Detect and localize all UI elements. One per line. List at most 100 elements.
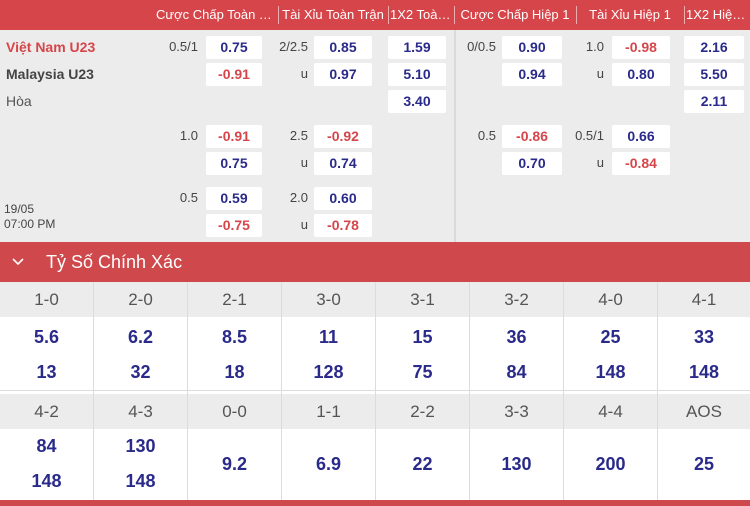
ft-handicap-home-odds[interactable]: -0.91 xyxy=(206,125,262,148)
grid-divider xyxy=(281,282,282,500)
home-score-odds[interactable]: 36 xyxy=(506,327,527,347)
away-team-name: Malaysia U23 xyxy=(6,66,94,82)
home-score-odds[interactable]: 25 xyxy=(600,327,621,347)
ft-handicap-line: 0.5 xyxy=(179,190,198,205)
score-cell: 3-1 15 75 xyxy=(376,282,469,390)
ft-handicap-home-odds[interactable]: 0.75 xyxy=(206,36,262,59)
chevron-down-icon[interactable] xyxy=(8,252,28,272)
score-label: 2-0 xyxy=(94,282,187,317)
away-score-odds[interactable]: 148 xyxy=(688,362,720,382)
score-cell: 1-0 5.6 13 xyxy=(0,282,93,390)
score-cell: 2-0 6.2 32 xyxy=(94,282,187,390)
away-score-odds[interactable]: 32 xyxy=(130,362,151,382)
col-header-ft-1x2[interactable]: 1X2 Toàn Trận xyxy=(390,7,452,22)
ft-over-odds[interactable]: 0.85 xyxy=(314,36,372,59)
ft-overunder-line: 2/2.5 xyxy=(279,39,308,54)
score-label: 0-0 xyxy=(188,394,281,429)
h1-under-odds[interactable]: -0.84 xyxy=(612,152,670,175)
other-score-odds[interactable]: 25 xyxy=(693,454,715,474)
h1-1x2-home-odds[interactable]: 2.16 xyxy=(684,36,744,59)
ft-over-odds[interactable]: -0.92 xyxy=(314,125,372,148)
draw-score-odds[interactable]: 6.9 xyxy=(315,454,342,474)
score-label: 4-2 xyxy=(0,394,93,429)
ft-overunder-line: 2.5 xyxy=(289,128,308,143)
ft-over-odds[interactable]: 0.60 xyxy=(314,187,372,210)
score-cell: 4-3 130 148 xyxy=(94,394,187,502)
draw-score-odds[interactable]: 9.2 xyxy=(221,454,248,474)
h1-1x2-away-odds[interactable]: 5.50 xyxy=(684,63,744,86)
h1-handicap-home-odds[interactable]: -0.86 xyxy=(502,125,562,148)
grid-divider xyxy=(375,282,376,500)
away-score-odds[interactable]: 148 xyxy=(595,362,626,382)
draw-score-odds[interactable]: 200 xyxy=(595,454,626,474)
ft-under-odds[interactable]: 0.74 xyxy=(314,152,372,175)
score-cell: 4-2 84 148 xyxy=(0,394,93,502)
home-score-odds[interactable]: 8.5 xyxy=(221,327,248,347)
header-divider xyxy=(388,6,389,24)
under-label: u xyxy=(300,217,308,232)
ft-handicap-away-odds[interactable]: -0.75 xyxy=(206,214,262,237)
h1-handicap-away-odds[interactable]: 0.70 xyxy=(502,152,562,175)
home-score-odds[interactable]: 6.2 xyxy=(127,327,154,347)
col-header-ft-overunder[interactable]: Tài Xỉu Toàn Trận xyxy=(282,7,384,22)
h1-over-odds[interactable]: -0.98 xyxy=(612,36,670,59)
match-date: 19/05 xyxy=(4,202,35,216)
score-cell: 0-0 9.2 xyxy=(188,394,281,502)
ft-handicap-away-odds[interactable]: -0.91 xyxy=(206,63,262,86)
score-label: 4-3 xyxy=(94,394,187,429)
away-score-odds[interactable]: 148 xyxy=(125,471,156,491)
score-cell: 4-1 33 148 xyxy=(658,282,750,390)
ft-overunder-line: 2.0 xyxy=(289,190,308,205)
away-score-odds[interactable]: 13 xyxy=(36,362,57,382)
grid-divider xyxy=(657,282,658,500)
section-footer-bar xyxy=(0,500,750,506)
col-header-h1-1x2[interactable]: 1X2 Hiệp 1 xyxy=(686,7,748,22)
ft-1x2-home-odds[interactable]: 1.59 xyxy=(388,36,446,59)
under-label: u xyxy=(596,66,604,81)
away-score-odds[interactable]: 75 xyxy=(412,362,433,382)
home-team-name: Việt Nam U23 xyxy=(6,39,96,55)
home-score-odds[interactable]: 130 xyxy=(125,436,156,456)
ft-under-odds[interactable]: 0.97 xyxy=(314,63,372,86)
home-score-odds[interactable]: 5.6 xyxy=(33,327,60,347)
ft-handicap-away-odds[interactable]: 0.75 xyxy=(206,152,262,175)
h1-over-odds[interactable]: 0.66 xyxy=(612,125,670,148)
h1-1x2-draw-odds[interactable]: 2.11 xyxy=(684,90,744,113)
grid-divider xyxy=(0,390,750,391)
score-label: 2-1 xyxy=(188,282,281,317)
correct-score-title: Tỷ Số Chính Xác xyxy=(46,252,183,272)
header-divider xyxy=(684,6,685,24)
home-score-odds[interactable]: 33 xyxy=(693,327,715,347)
score-label: 4-4 xyxy=(564,394,657,429)
away-score-odds[interactable]: 18 xyxy=(224,362,245,382)
away-score-odds[interactable]: 84 xyxy=(506,362,527,382)
ft-handicap-line: 0.5/1 xyxy=(169,39,198,54)
home-score-odds[interactable]: 11 xyxy=(318,327,339,347)
away-score-odds[interactable]: 128 xyxy=(313,362,344,382)
header-divider xyxy=(278,6,279,24)
score-label: 2-2 xyxy=(376,394,469,429)
col-header-h1-handicap[interactable]: Cược Chấp Hiệp 1 xyxy=(460,7,570,22)
score-cell: 4-0 25 148 xyxy=(564,282,657,390)
col-header-ft-handicap[interactable]: Cược Chấp Toàn Trận xyxy=(156,7,276,22)
away-score-odds[interactable]: 148 xyxy=(31,471,62,491)
h1-handicap-away-odds[interactable]: 0.94 xyxy=(502,63,562,86)
ft-1x2-away-odds[interactable]: 5.10 xyxy=(388,63,446,86)
draw-score-odds[interactable]: 22 xyxy=(412,454,433,474)
home-score-odds[interactable]: 15 xyxy=(412,327,433,347)
ft-under-odds[interactable]: -0.78 xyxy=(314,214,372,237)
draw-score-odds[interactable]: 130 xyxy=(501,454,532,474)
correct-score-header[interactable]: Tỷ Số Chính Xác xyxy=(0,242,750,282)
ft-handicap-line: 1.0 xyxy=(179,128,198,143)
h1-handicap-home-odds[interactable]: 0.90 xyxy=(502,36,562,59)
score-label: 1-0 xyxy=(0,282,93,317)
home-score-odds[interactable]: 84 xyxy=(36,436,57,456)
under-label: u xyxy=(300,66,308,81)
ft-handicap-home-odds[interactable]: 0.59 xyxy=(206,187,262,210)
grid-divider xyxy=(93,282,94,500)
h1-overunder-line: 0.5/1 xyxy=(575,128,604,143)
ft-1x2-draw-odds[interactable]: 3.40 xyxy=(388,90,446,113)
odds-table: Việt Nam U23 Malaysia U23 Hòa 19/05 07:0… xyxy=(0,30,750,242)
col-header-h1-overunder[interactable]: Tài Xỉu Hiệp 1 xyxy=(589,7,671,22)
h1-under-odds[interactable]: 0.80 xyxy=(612,63,670,86)
